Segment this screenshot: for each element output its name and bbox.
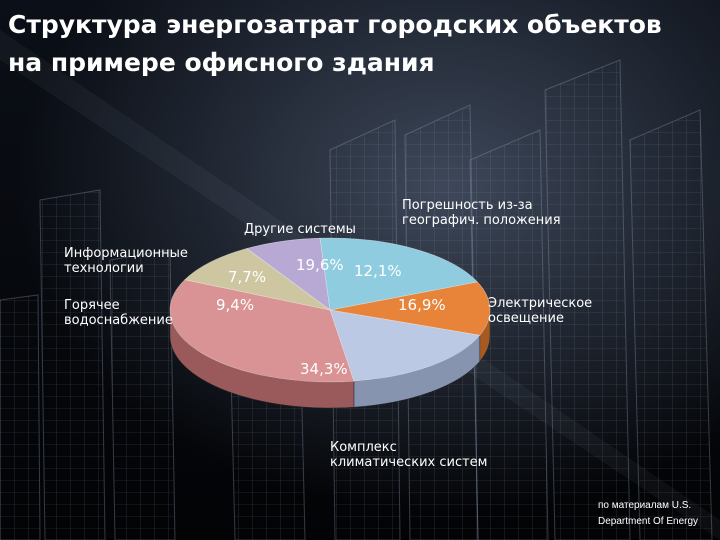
slice-value-label: 12,1% — [354, 262, 402, 280]
source-line-2: Department Of Energy — [598, 516, 699, 527]
pie-slice — [329, 281, 491, 336]
slice-category-label-line: Комплекс — [330, 440, 397, 455]
slide-title: Структура энергозатрат городских объекто… — [8, 6, 708, 82]
slice-value-label: 9,4% — [216, 296, 255, 314]
slice-value-label: 16,9% — [398, 296, 446, 314]
slice-category-label-line: Электрическое — [488, 296, 593, 311]
pie-sides — [169, 309, 491, 409]
pie-slice — [184, 248, 331, 311]
slice-value-label: 7,7% — [228, 268, 267, 286]
slice-category-label-line: Погрешность из-за — [402, 198, 533, 213]
slice-value-label: 19,6% — [296, 256, 344, 274]
slice-category-label: Комплекс климатических систем — [330, 440, 487, 470]
source-note: по материалам U.S. Department Of Energy — [598, 498, 698, 530]
slice-category-label-line: технологии — [64, 261, 144, 276]
pie-slice — [319, 237, 478, 311]
pie-slice — [169, 279, 355, 383]
slice-category-label: Погрешность из-за географич. положения — [402, 198, 561, 228]
pie-slice — [329, 309, 481, 382]
slide-title-line-1: Структура энергозатрат городских объекто… — [8, 10, 662, 39]
slide-title-line-2: на примере офисного здания — [8, 48, 435, 77]
slice-category-label-line: освещение — [488, 311, 564, 326]
slice-category-label-line: водоснабжение — [64, 313, 173, 328]
slice-category-label: Другие системы — [244, 222, 356, 237]
pie-tops — [169, 237, 491, 383]
slice-category-label: Информационные технологии — [64, 246, 188, 276]
slice-category-label: Горячее водоснабжение — [64, 298, 173, 328]
slice-category-label-line: Другие системы — [244, 222, 356, 237]
slice-category-label-line: Информационные — [64, 246, 188, 261]
slice-category-label: Электрическое освещение — [488, 296, 592, 326]
slice-category-label-line: географич. положения — [402, 213, 561, 228]
slice-value-label: 34,3% — [300, 360, 348, 378]
slice-category-label-line: климатических систем — [330, 455, 488, 470]
source-line-1: по материалам U.S. — [598, 500, 692, 511]
slice-category-label-line: Горячее — [64, 298, 120, 313]
